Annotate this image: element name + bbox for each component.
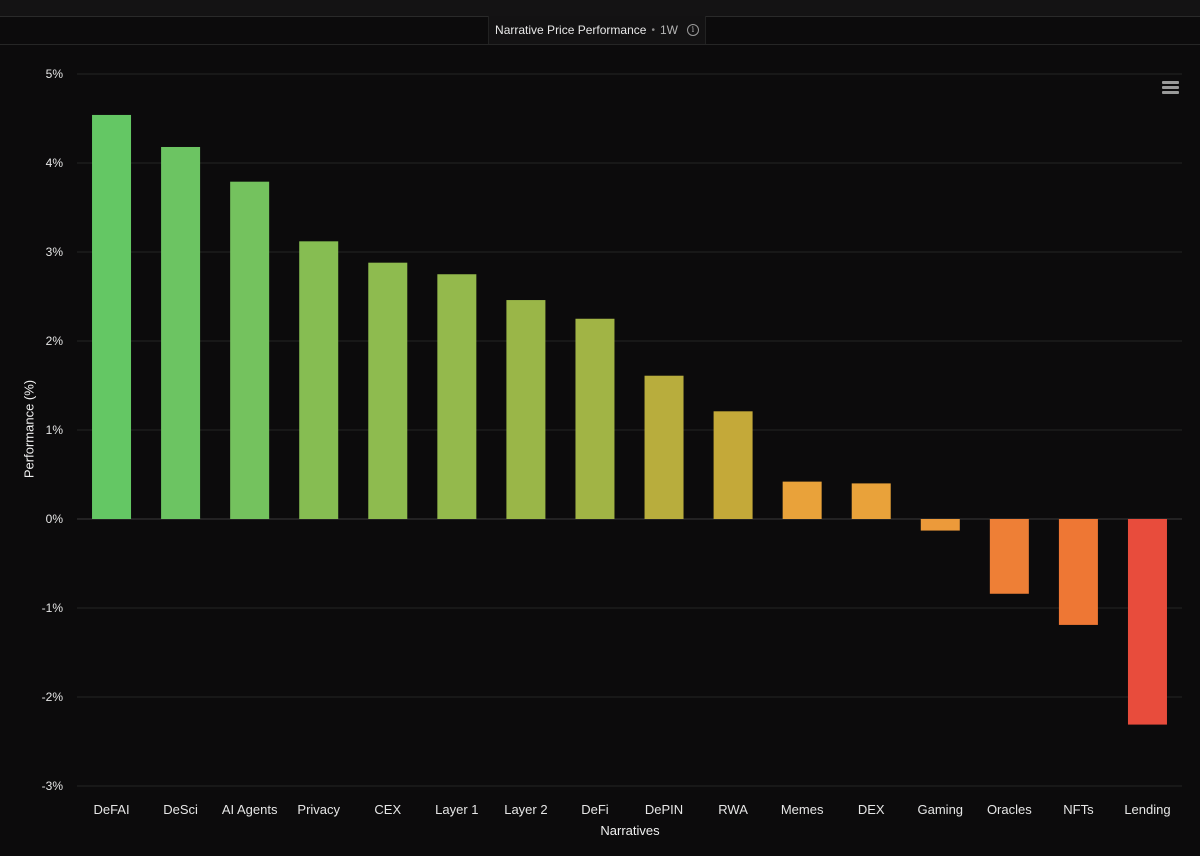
x-tick-label: RWA (718, 802, 748, 817)
x-tick-label: DeSci (163, 802, 198, 817)
x-axis-label: Narratives (600, 823, 660, 838)
bar-cex[interactable] (368, 262, 408, 519)
y-tick-label: 1% (46, 423, 64, 437)
x-tick-label: Privacy (297, 802, 340, 817)
x-tick-label: AI Agents (222, 802, 278, 817)
bar-oracles[interactable] (989, 519, 1029, 594)
x-tick-label: DeFAI (93, 802, 129, 817)
chart-header: Narrative Price Performance • 1W i (488, 16, 706, 44)
bar-gaming[interactable] (920, 519, 960, 531)
bar-lending[interactable] (1127, 519, 1167, 725)
y-axis-ticks: 5% 4% 3% 2% 1% 0% -1% -2% -3% (42, 67, 64, 793)
y-tick-label: 0% (46, 512, 64, 526)
hamburger-menu-icon[interactable] (1162, 81, 1179, 95)
bar-layer-2[interactable] (506, 300, 546, 519)
x-tick-label: Layer 2 (504, 802, 547, 817)
grid-lines (77, 73, 1182, 787)
x-tick-label: Gaming (918, 802, 964, 817)
bar-ai-agents[interactable] (230, 181, 270, 519)
x-tick-label: NFTs (1063, 802, 1094, 817)
x-tick-label: CEX (374, 802, 401, 817)
y-tick-label: -1% (42, 601, 64, 615)
x-axis-ticks: DeFAI DeSci AI Agents Privacy CEX Layer 1 Laye… (93, 802, 1170, 817)
x-tick-label: DEX (858, 802, 885, 817)
info-icon[interactable]: i (686, 24, 699, 36)
x-tick-label: Memes (781, 802, 824, 817)
x-tick-label: Lending (1124, 802, 1170, 817)
bar-layer-1[interactable] (437, 274, 477, 519)
x-tick-label: Layer 1 (435, 802, 478, 817)
y-axis-label: Performance (%) (21, 379, 37, 479)
window-top-strip (0, 0, 1200, 17)
x-tick-label: DeFi (581, 802, 609, 817)
period-label[interactable]: 1W (659, 23, 678, 37)
bar-desci[interactable] (161, 146, 201, 520)
bar-depin[interactable] (644, 375, 684, 519)
bars (92, 114, 1167, 725)
y-tick-label: 3% (46, 245, 64, 259)
y-tick-label: 5% (46, 67, 64, 81)
y-tick-label: 2% (46, 334, 64, 348)
y-tick-label: -2% (42, 690, 64, 704)
title-separator: • (651, 24, 655, 36)
bar-privacy[interactable] (299, 241, 339, 519)
x-tick-label: Oracles (987, 802, 1032, 817)
y-tick-label: 4% (46, 156, 64, 170)
bar-memes[interactable] (782, 481, 822, 519)
bar-rwa[interactable] (713, 411, 753, 519)
bar-dex[interactable] (851, 483, 891, 519)
bar-defi[interactable] (575, 318, 615, 519)
x-tick-label: DePIN (645, 802, 683, 817)
bar-defai[interactable] (92, 114, 132, 519)
header-divider (0, 44, 1200, 45)
bar-nfts[interactable] (1058, 519, 1098, 625)
y-tick-label: -3% (42, 779, 64, 793)
chart-title: Narrative Price Performance (495, 23, 647, 37)
